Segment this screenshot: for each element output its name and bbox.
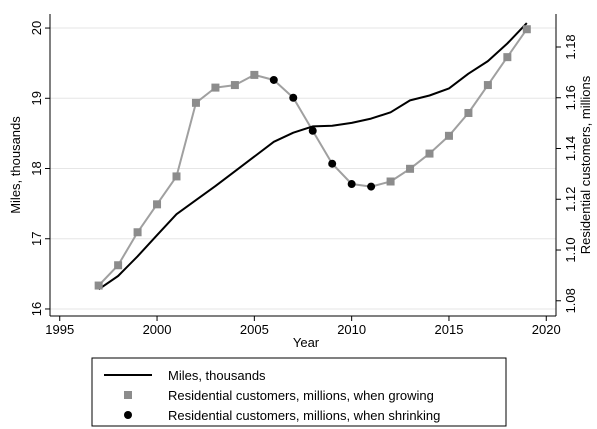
y-axis-left-title: Miles, thousands bbox=[8, 116, 23, 214]
growing-square-marker bbox=[483, 81, 492, 90]
growing-square-marker bbox=[503, 53, 512, 62]
y-right-tick-label: 1.12 bbox=[563, 187, 578, 212]
legend: Miles, thousands Residential customers, … bbox=[91, 357, 507, 427]
legend-square-symbol bbox=[124, 391, 132, 399]
y-left-tick-label: 16 bbox=[29, 302, 44, 316]
tick-labels: 1995 2000 2005 2010 2015 2020 16 17 18 19 20 1.08 1.… bbox=[29, 21, 578, 337]
growing-square-marker bbox=[94, 281, 103, 290]
growing-square-marker bbox=[464, 108, 473, 117]
shrinking-circle-marker bbox=[367, 182, 376, 191]
shrinking-circle-marker bbox=[347, 180, 356, 189]
miles-series bbox=[98, 22, 528, 291]
growing-square-marker bbox=[211, 83, 220, 92]
growing-square-marker bbox=[114, 261, 123, 270]
shrinking-circle-marker bbox=[308, 126, 317, 135]
x-tick-label: 2020 bbox=[532, 322, 561, 337]
growing-square-marker bbox=[153, 200, 162, 209]
x-tick-label: 2005 bbox=[240, 322, 269, 337]
legend-box bbox=[91, 357, 507, 427]
y-right-tick-label: 1.14 bbox=[563, 136, 578, 161]
legend-circle-symbol bbox=[124, 411, 132, 419]
y-left-tick-label: 20 bbox=[29, 21, 44, 35]
growing-square-marker bbox=[406, 164, 415, 173]
y-right-tick-label: 1.08 bbox=[563, 288, 578, 313]
growing-square-marker bbox=[250, 70, 259, 79]
y-right-tick-label: 1.10 bbox=[563, 237, 578, 262]
shrinking-circle-marker bbox=[269, 75, 278, 84]
y-left-tick-label: 19 bbox=[29, 91, 44, 105]
x-axis-title: Year bbox=[293, 335, 320, 350]
legend-label-shrinking: Residential customers, millions, when sh… bbox=[168, 408, 440, 423]
miles-line bbox=[98, 22, 528, 291]
y-right-tick-label: 1.16 bbox=[563, 85, 578, 110]
y-left-tick-label: 17 bbox=[29, 232, 44, 246]
growing-square-marker bbox=[522, 25, 531, 34]
legend-label-miles: Miles, thousands bbox=[168, 368, 266, 383]
growing-square-marker bbox=[425, 149, 434, 158]
growing-square-marker bbox=[230, 81, 239, 90]
shrinking-circle-marker bbox=[289, 93, 298, 102]
axes bbox=[45, 14, 561, 321]
y-left-tick-label: 18 bbox=[29, 161, 44, 175]
customer-markers bbox=[94, 25, 531, 290]
y-right-tick-label: 1.18 bbox=[563, 34, 578, 59]
growing-square-marker bbox=[444, 131, 453, 140]
shrinking-circle-marker bbox=[328, 159, 337, 168]
growing-square-marker bbox=[191, 98, 200, 107]
growing-square-marker bbox=[386, 177, 395, 186]
y-axis-right-title: Residential customers, millions bbox=[578, 75, 593, 254]
x-tick-label: 2000 bbox=[143, 322, 172, 337]
x-tick-label: 2010 bbox=[337, 322, 366, 337]
legend-label-growing: Residential customers, millions, when gr… bbox=[168, 388, 434, 403]
growing-square-marker bbox=[133, 228, 142, 237]
x-tick-label: 1995 bbox=[45, 322, 74, 337]
growing-square-marker bbox=[172, 172, 181, 181]
x-tick-label: 2015 bbox=[435, 322, 464, 337]
